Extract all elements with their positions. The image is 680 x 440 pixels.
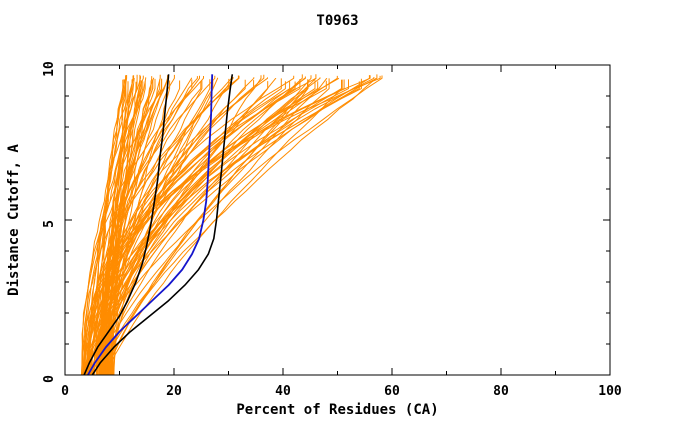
svg-text:10: 10 (42, 61, 57, 77)
x-axis-label: Percent of Residues (CA) (236, 402, 439, 418)
svg-text:0: 0 (42, 375, 57, 383)
svg-text:80: 80 (493, 384, 509, 399)
chart-title: T0963 (316, 13, 359, 29)
svg-text:60: 60 (384, 384, 400, 399)
svg-text:0: 0 (61, 384, 69, 399)
svg-text:100: 100 (598, 384, 622, 399)
svg-text:40: 40 (275, 384, 291, 399)
svg-text:5: 5 (42, 220, 57, 228)
svg-text:20: 20 (166, 384, 182, 399)
